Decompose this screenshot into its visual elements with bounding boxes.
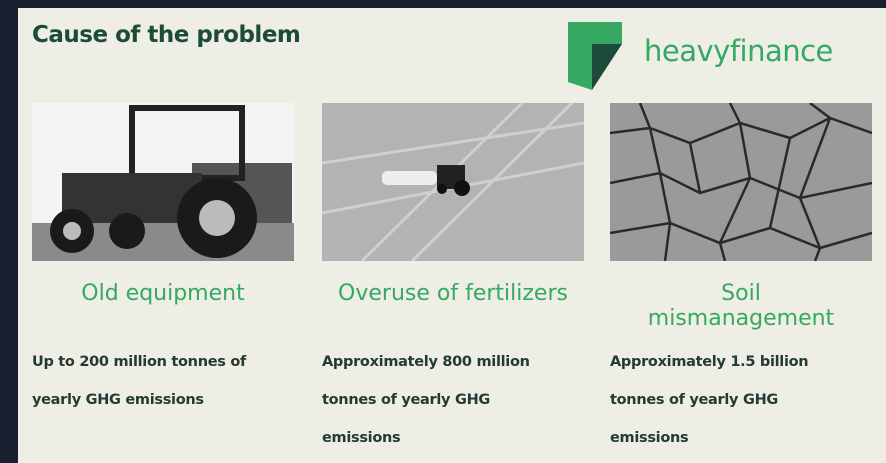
- title: Cause of the problem: [32, 22, 301, 48]
- column: Soil mismanagement Approximately 1.5 bil…: [610, 103, 872, 446]
- field-image: [322, 103, 584, 261]
- logo-text: heavyfinance: [644, 34, 833, 68]
- column: Overuse of fertilizers Approximately 800…: [322, 103, 584, 446]
- column-heading: Old equipment: [81, 281, 245, 306]
- column-text: Approximately 1.5 billion tonnes of year…: [610, 354, 809, 446]
- tractor-image: [32, 103, 294, 261]
- slide: Cause of the problem heavyfinance Old eq…: [18, 8, 886, 463]
- column-heading: Overuse of fertilizers: [338, 281, 568, 306]
- logo-icon: [568, 22, 622, 90]
- column-text: Up to 200 million tonnes of yearly GHG e…: [32, 354, 247, 408]
- column-heading: Soil mismanagement: [647, 281, 835, 331]
- column: Old equipment Up to 200 million tonnes o…: [32, 103, 294, 408]
- column-text: Approximately 800 million tonnes of year…: [322, 354, 530, 446]
- cracked-soil-image: [610, 103, 872, 261]
